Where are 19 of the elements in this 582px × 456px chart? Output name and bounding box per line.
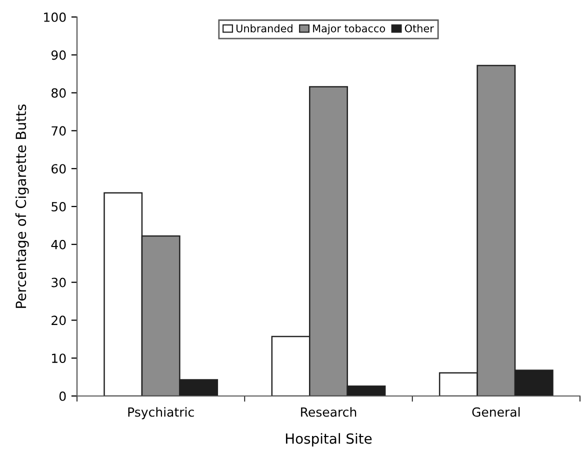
x-tick-label: Research [301, 407, 356, 417]
y-tick-label: 70 [52, 126, 66, 136]
y-tick-label: 90 [51, 50, 66, 60]
y-axis-title: Percentage of Cigarette Butts [15, 104, 29, 308]
y-tick-label: 20 [52, 316, 66, 326]
y-tick-label: 0 [59, 391, 66, 401]
legend-label: Other [404, 24, 434, 32]
y-tick-label: 40 [51, 240, 66, 250]
legend-label: Major tobacco [313, 24, 386, 34]
y-tick-label: 50 [52, 202, 66, 212]
y-tick-label: 10 [52, 354, 66, 364]
x-tick-label: General [472, 407, 520, 417]
y-tick-label: 80 [52, 88, 66, 98]
x-tick-label: Psychiatric [128, 407, 194, 420]
x-axis-title: Hospital Site [286, 433, 372, 447]
legend-label: Unbranded [236, 24, 292, 32]
y-tick-label: 30 [52, 278, 66, 288]
y-tick-label: 60 [52, 164, 66, 174]
y-tick-label: 100 [44, 12, 66, 22]
